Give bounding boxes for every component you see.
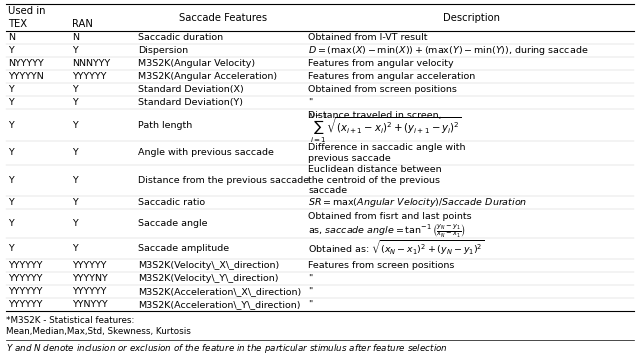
Text: *M3S2K - Statistical features:: *M3S2K - Statistical features: bbox=[6, 316, 134, 325]
Text: Y: Y bbox=[8, 175, 13, 185]
Text: M3S2K(Angular Velocity): M3S2K(Angular Velocity) bbox=[138, 59, 255, 68]
Text: Obtained from I-VT result: Obtained from I-VT result bbox=[308, 33, 428, 42]
Text: $Y$ and $N$ denote inclusion or exclusion of the feature in the particular stimu: $Y$ and $N$ denote inclusion or exclusio… bbox=[6, 342, 448, 353]
Text: Y: Y bbox=[72, 46, 77, 55]
Text: Y: Y bbox=[8, 85, 13, 94]
Text: Features from angular velocity: Features from angular velocity bbox=[308, 59, 454, 68]
Text: YYYYYY: YYYYYY bbox=[8, 261, 42, 270]
Text: Mean,Median,Max,Std, Skewness, Kurtosis: Mean,Median,Max,Std, Skewness, Kurtosis bbox=[6, 327, 191, 336]
Text: YYYYYN: YYYYYN bbox=[8, 72, 44, 81]
Text: RAN: RAN bbox=[72, 19, 93, 29]
Text: YYYYYY: YYYYYY bbox=[8, 287, 42, 296]
Text: Y: Y bbox=[8, 98, 13, 107]
Text: Y: Y bbox=[8, 148, 13, 157]
Text: $\sum_{i=1}^{N-1}\sqrt{(x_{i+1}-x_i)^2+(y_{i+1}-y_i)^2}$: $\sum_{i=1}^{N-1}\sqrt{(x_{i+1}-x_i)^2+(… bbox=[308, 112, 462, 144]
Text: YYYYYY: YYYYYY bbox=[72, 261, 106, 270]
Text: Dispersion: Dispersion bbox=[138, 46, 188, 55]
Text: Y: Y bbox=[8, 198, 13, 207]
Text: Euclidean distance between: Euclidean distance between bbox=[308, 165, 442, 174]
Text: the centroid of the previous: the centroid of the previous bbox=[308, 175, 440, 185]
Text: Saccade Features: Saccade Features bbox=[179, 12, 267, 23]
Text: ": " bbox=[308, 274, 312, 283]
Text: YYYYYY: YYYYYY bbox=[72, 72, 106, 81]
Text: Features from angular acceleration: Features from angular acceleration bbox=[308, 72, 476, 81]
Text: as, $saccade\ angle=\tan^{-1}\left(\frac{y_N-y_1}{x_N-x_1}\right)$: as, $saccade\ angle=\tan^{-1}\left(\frac… bbox=[308, 222, 466, 239]
Text: Standard Deviation(Y): Standard Deviation(Y) bbox=[138, 98, 243, 107]
Text: M3S2K(Velocity\_Y\_direction): M3S2K(Velocity\_Y\_direction) bbox=[138, 274, 278, 283]
Text: YYNYYY: YYNYYY bbox=[72, 300, 108, 309]
Text: M3S2K(Acceleration\_Y\_direction): M3S2K(Acceleration\_Y\_direction) bbox=[138, 300, 301, 309]
Text: Y: Y bbox=[72, 219, 77, 228]
Text: Difference in saccadic angle with: Difference in saccadic angle with bbox=[308, 143, 465, 151]
Text: $D=(\max(X)-\min(X))+(\max(Y)-\min(Y))$, during saccade: $D=(\max(X)-\min(X))+(\max(Y)-\min(Y))$,… bbox=[308, 44, 588, 57]
Text: N: N bbox=[8, 33, 15, 42]
Text: N: N bbox=[72, 33, 79, 42]
Text: Y: Y bbox=[72, 148, 77, 157]
Text: NYYYYY: NYYYYY bbox=[8, 59, 44, 68]
Text: YYYYYY: YYYYYY bbox=[8, 274, 42, 283]
Text: Distance from the previous saccade: Distance from the previous saccade bbox=[138, 175, 309, 185]
Text: NNNYYY: NNNYYY bbox=[72, 59, 110, 68]
Text: Standard Deviation(X): Standard Deviation(X) bbox=[138, 85, 244, 94]
Text: TEX: TEX bbox=[8, 19, 27, 29]
Text: Distance traveled in screen,: Distance traveled in screen, bbox=[308, 111, 442, 120]
Text: Path length: Path length bbox=[138, 120, 192, 130]
Text: Description: Description bbox=[444, 12, 500, 23]
Text: YYYYNY: YYYYNY bbox=[72, 274, 108, 283]
Text: ": " bbox=[308, 300, 312, 309]
Text: $SR=\max(Angular\ Velocity)/Saccade\ Duration$: $SR=\max(Angular\ Velocity)/Saccade\ Dur… bbox=[308, 196, 527, 209]
Text: M3S2K(Acceleration\_X\_direction): M3S2K(Acceleration\_X\_direction) bbox=[138, 287, 301, 296]
Text: ": " bbox=[308, 98, 312, 107]
Text: Obtained from fisrt and last points: Obtained from fisrt and last points bbox=[308, 211, 472, 221]
Text: Saccade amplitude: Saccade amplitude bbox=[138, 244, 229, 253]
Text: Obtained from screen positions: Obtained from screen positions bbox=[308, 85, 457, 94]
Text: Features from screen positions: Features from screen positions bbox=[308, 261, 454, 270]
Text: previous saccade: previous saccade bbox=[308, 154, 391, 163]
Text: Y: Y bbox=[8, 46, 13, 55]
Text: saccade: saccade bbox=[308, 186, 347, 195]
Text: Y: Y bbox=[8, 120, 13, 130]
Text: Y: Y bbox=[8, 219, 13, 228]
Text: M3S2K(Angular Acceleration): M3S2K(Angular Acceleration) bbox=[138, 72, 277, 81]
Text: Saccade angle: Saccade angle bbox=[138, 219, 207, 228]
Text: Y: Y bbox=[72, 198, 77, 207]
Text: Obtained as: $\sqrt{(x_N-x_1)^2+(y_N-y_1)^2}$: Obtained as: $\sqrt{(x_N-x_1)^2+(y_N-y_1… bbox=[308, 239, 484, 258]
Text: Used in: Used in bbox=[8, 6, 45, 16]
Text: Y: Y bbox=[72, 98, 77, 107]
Text: Y: Y bbox=[72, 85, 77, 94]
Text: Y: Y bbox=[72, 120, 77, 130]
Text: YYYYYY: YYYYYY bbox=[8, 300, 42, 309]
Text: M3S2K(Velocity\_X\_direction): M3S2K(Velocity\_X\_direction) bbox=[138, 261, 279, 270]
Text: Saccadic duration: Saccadic duration bbox=[138, 33, 223, 42]
Text: Y: Y bbox=[72, 175, 77, 185]
Text: Y: Y bbox=[8, 244, 13, 253]
Text: Angle with previous saccade: Angle with previous saccade bbox=[138, 148, 274, 157]
Text: Y: Y bbox=[72, 244, 77, 253]
Text: ": " bbox=[308, 287, 312, 296]
Text: YYYYYY: YYYYYY bbox=[72, 287, 106, 296]
Text: Saccadic ratio: Saccadic ratio bbox=[138, 198, 205, 207]
